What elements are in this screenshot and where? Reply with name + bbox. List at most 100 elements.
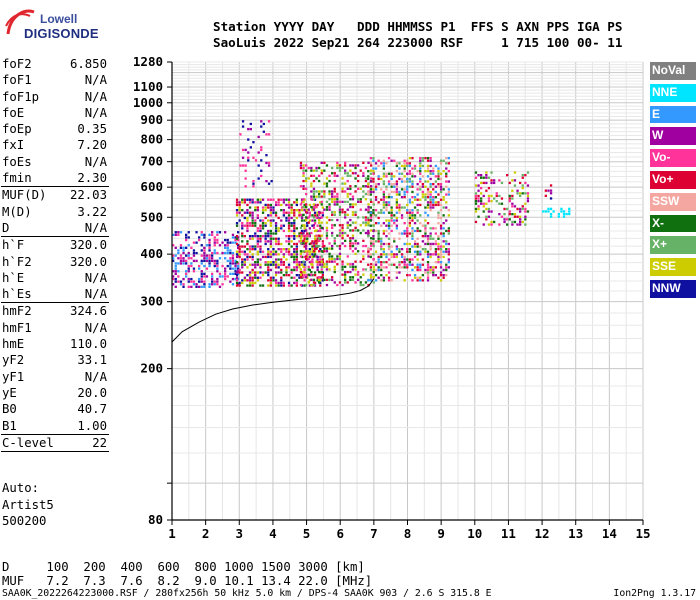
echo-point: [308, 253, 311, 256]
echo-point: [325, 247, 329, 250]
echo-point: [416, 266, 419, 269]
echo-point: [429, 227, 432, 230]
echo-point: [295, 279, 298, 282]
echo-point: [426, 253, 430, 256]
param-name: fmin: [2, 171, 32, 186]
echo-point: [272, 211, 275, 214]
echo-point: [439, 227, 443, 230]
echo-point: [200, 244, 203, 247]
echo-point: [305, 250, 308, 253]
echo-point: [395, 188, 398, 191]
echo-point: [331, 234, 334, 237]
echo-point: [429, 159, 432, 162]
echo-point: [331, 200, 334, 203]
echo-point: [333, 190, 336, 193]
legend-item: SSE: [650, 258, 696, 276]
echo-point: [351, 213, 355, 216]
echo-point: [487, 215, 491, 218]
echo-point: [519, 220, 522, 224]
echo-point: [351, 278, 355, 281]
echo-point: [269, 222, 272, 225]
echo-point: [174, 254, 177, 257]
echo-point: [237, 264, 240, 268]
echo-point: [267, 255, 270, 259]
y-tick-label: 500: [140, 209, 163, 224]
echo-point: [267, 203, 270, 207]
echo-point: [238, 209, 241, 212]
echo-point: [393, 159, 396, 162]
echo-point: [490, 179, 493, 182]
echo-point: [434, 242, 437, 246]
echo-point: [369, 240, 372, 243]
echo-point: [403, 188, 406, 191]
echo-point: [526, 171, 530, 174]
echo-point: [382, 183, 385, 186]
echo-point: [351, 221, 355, 224]
echo-point: [216, 233, 219, 236]
echo-point: [235, 235, 239, 238]
echo-point: [382, 229, 385, 233]
echo-point: [387, 263, 391, 266]
echo-point: [408, 261, 411, 264]
echo-point: [313, 229, 317, 233]
echo-point: [285, 240, 288, 243]
echo-point: [200, 231, 203, 234]
echo-point: [321, 258, 324, 261]
echo-point: [382, 232, 385, 235]
echo-point: [367, 203, 370, 206]
echo-point: [372, 180, 375, 183]
echo-point: [244, 164, 247, 167]
echo-point: [439, 216, 443, 220]
echo-point: [351, 242, 355, 245]
echo-point: [480, 202, 483, 205]
echo-point: [390, 177, 393, 181]
echo-point: [354, 252, 357, 255]
echo-point: [320, 200, 323, 203]
echo-point: [374, 229, 378, 233]
echo-point: [190, 280, 193, 283]
x-tick-label: 6: [336, 526, 344, 541]
echo-point: [419, 263, 422, 266]
echo-point: [211, 259, 214, 262]
echo-point: [382, 242, 385, 246]
echo-point: [406, 172, 409, 175]
echo-point: [261, 206, 265, 209]
echo-point: [308, 242, 311, 246]
echo-point: [385, 219, 388, 222]
echo-point: [303, 209, 306, 212]
echo-point: [374, 162, 378, 165]
echo-point: [419, 167, 422, 170]
echo-point: [364, 177, 368, 180]
echo-point: [380, 237, 383, 240]
echo-point: [208, 283, 211, 286]
echo-point: [246, 219, 249, 222]
echo-point: [287, 198, 291, 201]
echo-point: [421, 235, 424, 238]
echo-point: [442, 196, 445, 199]
param-row: fxI 7.20: [0, 137, 110, 153]
echo-point: [174, 231, 177, 234]
echo-point: [336, 257, 339, 261]
echo-point: [290, 216, 293, 220]
echo-point: [434, 261, 437, 264]
echo-point: [290, 206, 293, 209]
echo-point: [390, 172, 393, 175]
echo-point: [372, 167, 375, 170]
echo-point: [387, 193, 391, 196]
echo-point: [254, 222, 257, 225]
echo-point: [243, 216, 246, 220]
echo-point: [287, 201, 291, 204]
echo-point: [267, 206, 270, 209]
echo-point: [328, 255, 331, 258]
echo-point: [318, 218, 321, 222]
echo-point: [187, 280, 190, 283]
echo-point: [256, 209, 259, 212]
echo-point: [174, 285, 177, 288]
y-tick-label: 600: [140, 179, 163, 194]
echo-point: [256, 214, 259, 217]
echo-point: [254, 263, 257, 266]
echo-point: [302, 174, 305, 177]
echo-point: [424, 193, 427, 196]
echo-point: [485, 176, 488, 179]
echo-point: [267, 164, 271, 167]
